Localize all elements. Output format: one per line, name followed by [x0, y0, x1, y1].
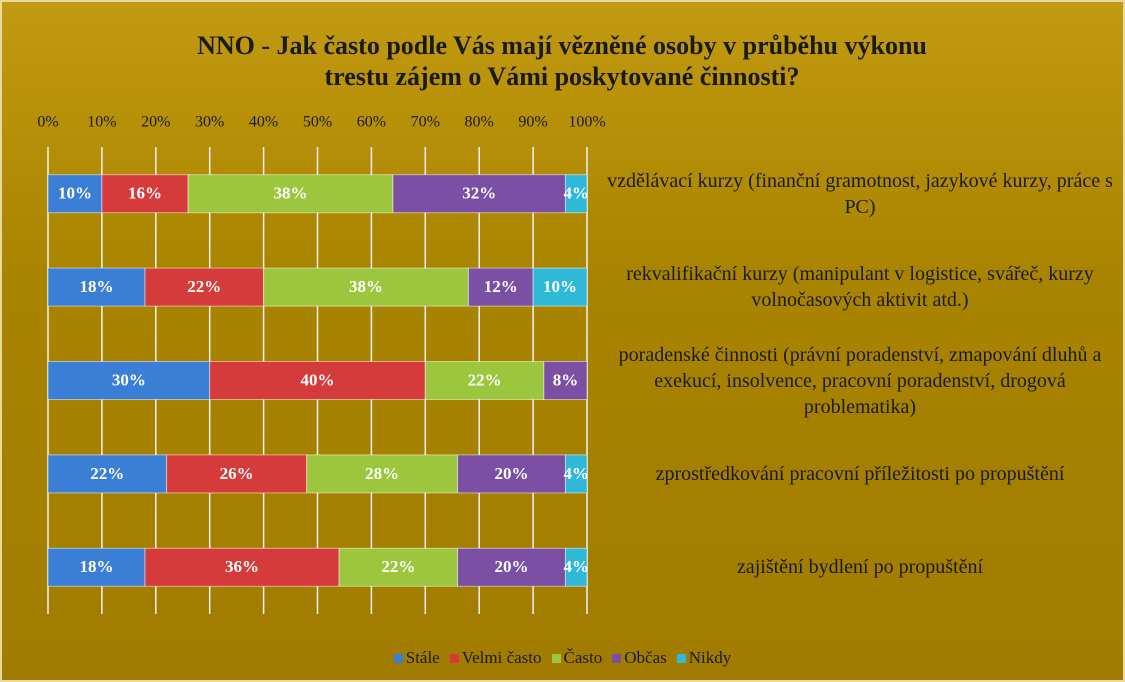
x-tick-label: 60%: [357, 114, 386, 131]
bar-segment: [306, 454, 459, 494]
bar-segment: [457, 454, 566, 494]
data-label: 10%: [58, 184, 92, 203]
x-tick-label: 70%: [411, 114, 440, 131]
bar-segment: [47, 267, 146, 307]
category-label: zajištění bydlení po propuštění: [736, 556, 984, 579]
legend-swatch: [449, 653, 459, 663]
data-label: 10%: [543, 277, 577, 296]
data-label: 4%: [563, 464, 589, 483]
data-label: 4%: [563, 184, 589, 203]
bar-segment: [209, 361, 426, 400]
legend: Stále Velmi často Často Občas Nikdy: [2, 648, 1123, 668]
bar-segment: [392, 174, 566, 214]
data-label: 18%: [80, 557, 114, 576]
bar-segment: [424, 361, 545, 400]
bar-segment: [47, 361, 211, 400]
bar-segment: [564, 174, 588, 214]
bar-segment: [457, 547, 566, 587]
data-label: 32%: [462, 184, 496, 203]
x-tick-label: 50%: [303, 114, 332, 131]
bar-segment: [338, 547, 459, 587]
legend-label: Občas: [624, 648, 667, 667]
legend-item: Často: [551, 648, 603, 668]
data-label: 20%: [495, 464, 529, 483]
data-label: 16%: [128, 184, 162, 203]
legend-swatch: [676, 653, 686, 663]
data-label: 12%: [484, 277, 518, 296]
data-label: 38%: [349, 277, 383, 296]
bar-segment: [532, 267, 588, 307]
legend-item: Nikdy: [676, 648, 732, 668]
data-label: 8%: [553, 370, 579, 389]
x-tick-label: 10%: [87, 114, 116, 131]
data-label: 22%: [187, 277, 221, 296]
data-label: 22%: [468, 370, 502, 389]
bar-segment: [166, 454, 308, 494]
data-label: 18%: [80, 277, 114, 296]
chart-title: NNO - Jak často podle Vás mají vězněné o…: [197, 31, 927, 91]
category-label: rekvalifikační kurzy (manipulant v logis…: [626, 263, 1094, 312]
legend-label: Často: [563, 648, 603, 667]
data-label: 4%: [563, 557, 589, 576]
bar-segment: [467, 267, 534, 307]
data-label: 30%: [112, 370, 146, 389]
data-label: 26%: [220, 464, 254, 483]
x-tick-label: 20%: [141, 114, 170, 131]
x-tick-label: 0%: [37, 114, 58, 131]
legend-item: Stále: [393, 648, 440, 668]
category-label: zprostředkování pracovní příležitosti po…: [655, 462, 1065, 485]
data-label: 40%: [301, 370, 335, 389]
data-label: 36%: [225, 557, 259, 576]
category-label: vzdělávací kurzy (finanční gramotnost, j…: [607, 169, 1113, 218]
x-tick-label: 30%: [195, 114, 224, 131]
legend-item: Velmi často: [449, 648, 542, 668]
bar-segment: [47, 547, 146, 587]
x-tick-label: 90%: [518, 114, 547, 131]
bar-segment: [47, 174, 103, 214]
bar-segment: [263, 267, 469, 307]
legend-swatch: [551, 653, 561, 663]
bar-segment: [47, 454, 168, 494]
legend-label: Velmi často: [461, 648, 542, 667]
bar-segment: [543, 361, 588, 400]
legend-swatch: [393, 653, 403, 663]
legend-label: Stále: [405, 648, 440, 667]
legend-item: Občas: [612, 648, 667, 668]
category-label: poradenské činnosti (právní poradenství,…: [618, 343, 1102, 418]
legend-swatch: [612, 653, 622, 663]
x-tick-label: 100%: [568, 114, 605, 131]
bar-segment: [144, 547, 340, 587]
data-label: 28%: [365, 464, 399, 483]
bar-segment: [144, 267, 265, 307]
data-label: 22%: [381, 557, 415, 576]
data-label: 38%: [274, 184, 308, 203]
data-label: 22%: [90, 464, 124, 483]
legend-label: Nikdy: [688, 648, 732, 667]
bar-segment: [564, 454, 588, 494]
data-label: 20%: [495, 557, 529, 576]
bar-segment: [564, 547, 588, 587]
x-tick-label: 40%: [249, 114, 278, 131]
x-tick-label: 80%: [465, 114, 494, 131]
